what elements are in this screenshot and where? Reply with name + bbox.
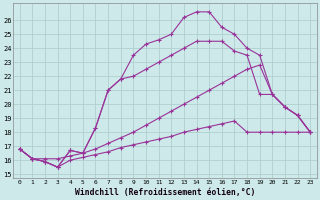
X-axis label: Windchill (Refroidissement éolien,°C): Windchill (Refroidissement éolien,°C) <box>75 188 255 197</box>
